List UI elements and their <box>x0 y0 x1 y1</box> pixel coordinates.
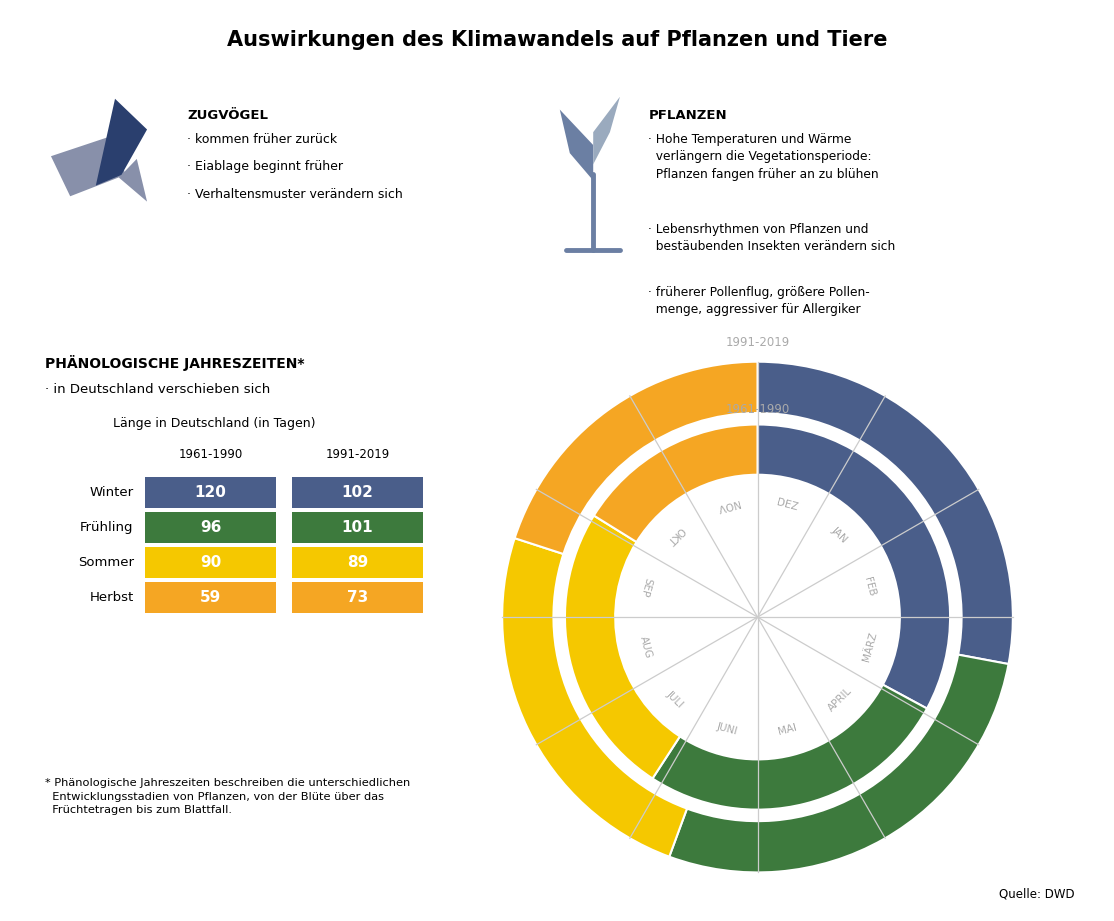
Polygon shape <box>119 159 147 202</box>
Polygon shape <box>96 99 147 186</box>
Text: JULI: JULI <box>665 689 686 709</box>
Wedge shape <box>653 684 927 810</box>
Text: MAI: MAI <box>778 722 798 737</box>
Text: PHÄNOLOGISCHE JAHRESZEITEN*: PHÄNOLOGISCHE JAHRESZEITEN* <box>45 355 304 370</box>
Text: Herbst: Herbst <box>89 591 134 604</box>
Text: 96: 96 <box>199 520 222 535</box>
Text: · früherer Pollenflug, größere Pollen-
  menge, aggressiver für Allergiker: · früherer Pollenflug, größere Pollen- m… <box>648 286 870 316</box>
Text: JAN: JAN <box>830 525 850 544</box>
Text: AUG: AUG <box>637 635 653 659</box>
Text: OKT: OKT <box>665 524 686 546</box>
Text: 59: 59 <box>199 590 222 605</box>
Wedge shape <box>515 362 758 554</box>
Text: 1961-1990: 1961-1990 <box>725 403 790 416</box>
Text: SEP: SEP <box>638 577 653 598</box>
Polygon shape <box>559 110 593 181</box>
Text: 1961-1990: 1961-1990 <box>178 448 243 460</box>
Text: Quelle: DWD: Quelle: DWD <box>999 888 1075 901</box>
Text: APRIL: APRIL <box>825 685 853 713</box>
Text: JUNI: JUNI <box>716 722 739 737</box>
Text: 73: 73 <box>346 590 369 605</box>
Polygon shape <box>51 134 125 196</box>
Wedge shape <box>758 362 1013 664</box>
Text: Sommer: Sommer <box>78 556 134 569</box>
Text: * Phänologische Jahreszeiten beschreiben die unterschiedlichen
  Entwicklungssta: * Phänologische Jahreszeiten beschreiben… <box>45 778 410 815</box>
Text: 90: 90 <box>199 555 222 570</box>
Text: 89: 89 <box>346 555 369 570</box>
Text: 102: 102 <box>342 485 373 500</box>
Text: · Lebensrhythmen von Pflanzen und
  bestäubenden Insekten verändern sich: · Lebensrhythmen von Pflanzen und bestäu… <box>648 223 896 253</box>
Text: · Eiablage beginnt früher: · Eiablage beginnt früher <box>187 160 343 173</box>
Text: 1991-2019: 1991-2019 <box>325 448 390 460</box>
Text: Winter: Winter <box>89 486 134 499</box>
Text: PFLANZEN: PFLANZEN <box>648 109 727 122</box>
Text: DEZ: DEZ <box>775 497 800 512</box>
Text: MÄRZ: MÄRZ <box>861 631 879 663</box>
Wedge shape <box>758 425 950 708</box>
Text: NOV: NOV <box>715 497 740 513</box>
Text: · in Deutschland verschieben sich: · in Deutschland verschieben sich <box>45 383 270 396</box>
Text: · Hohe Temperaturen und Wärme
  verlängern die Vegetationsperiode:
  Pflanzen fa: · Hohe Temperaturen und Wärme verlängern… <box>648 133 879 181</box>
Wedge shape <box>502 538 687 857</box>
Text: Frühling: Frühling <box>80 521 134 534</box>
Wedge shape <box>670 655 1008 872</box>
Text: 1991-2019: 1991-2019 <box>725 336 790 349</box>
Text: Auswirkungen des Klimawandels auf Pflanzen und Tiere: Auswirkungen des Klimawandels auf Pflanz… <box>227 30 887 51</box>
Text: ZUGVÖGEL: ZUGVÖGEL <box>187 109 268 122</box>
Text: 120: 120 <box>195 485 226 500</box>
Text: · Verhaltensmuster verändern sich: · Verhaltensmuster verändern sich <box>187 188 403 201</box>
Wedge shape <box>594 425 758 542</box>
Text: FEB: FEB <box>862 577 877 598</box>
Text: Länge in Deutschland (in Tagen): Länge in Deutschland (in Tagen) <box>113 417 315 430</box>
Wedge shape <box>565 516 680 778</box>
Polygon shape <box>593 97 619 165</box>
Text: 101: 101 <box>342 520 373 535</box>
Text: · kommen früher zurück: · kommen früher zurück <box>187 133 338 146</box>
